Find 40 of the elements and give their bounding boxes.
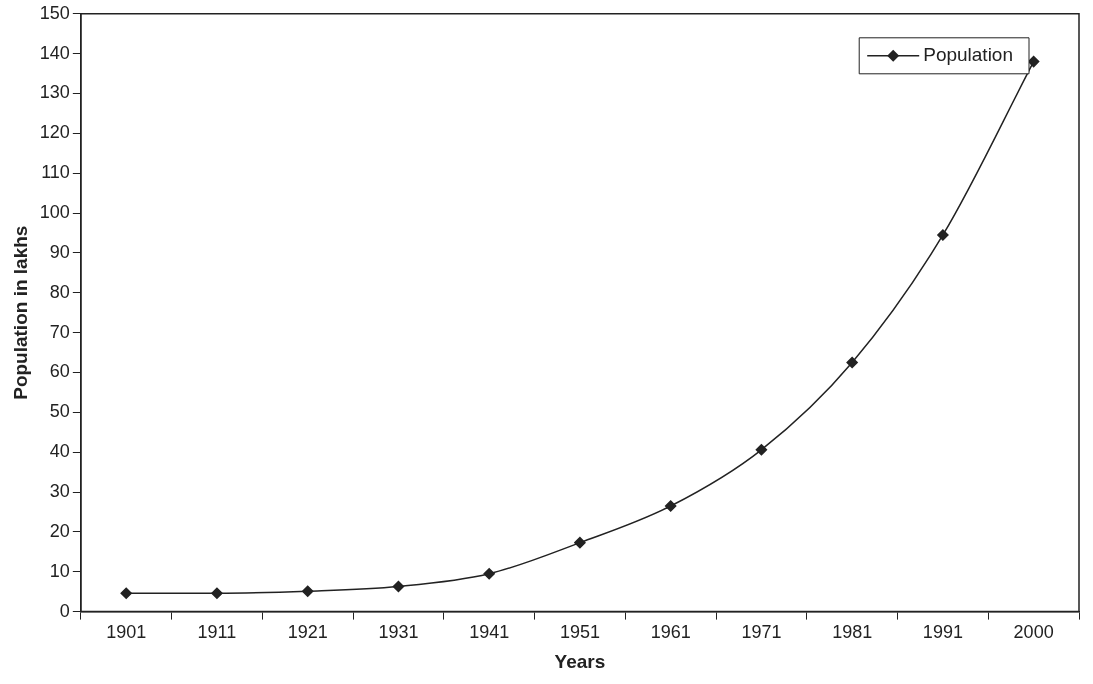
point — [664, 500, 677, 512]
y-tick-label: 120 — [39, 122, 70, 143]
y-tick-label: 40 — [49, 441, 70, 462]
point — [846, 356, 858, 369]
y-tick-label: 60 — [49, 361, 70, 382]
y-tick-label: 100 — [39, 202, 70, 223]
point — [392, 580, 405, 593]
x-tick-label: 1941 — [469, 622, 510, 643]
x-tick-label: 1931 — [378, 622, 419, 643]
y-tick-label: 150 — [39, 2, 70, 23]
x-tick-label: 1981 — [832, 622, 873, 643]
x-tick-label: 1991 — [922, 622, 963, 643]
y-tick-label: 20 — [49, 520, 70, 541]
y-axis-title: Population in lakhs — [9, 225, 31, 400]
y-tick-label: 90 — [49, 241, 70, 262]
point — [937, 229, 949, 241]
x-tick-label: 1921 — [287, 622, 328, 643]
point — [301, 585, 314, 598]
x-axis-title: Years — [554, 650, 606, 672]
y-tick-label: 10 — [49, 560, 70, 581]
y-tick-label: 80 — [49, 281, 70, 302]
point — [483, 567, 495, 580]
x-tick-label: 1951 — [559, 622, 600, 643]
y-tick-label: 110 — [41, 162, 70, 183]
point — [211, 587, 223, 600]
y-tick-label: 70 — [49, 321, 70, 342]
y-tick-label: 0 — [59, 600, 70, 621]
x-tick-label: 1901 — [106, 622, 147, 643]
x-tick-label: 1911 — [197, 622, 237, 643]
y-tick-label: 50 — [49, 401, 70, 422]
point — [755, 444, 768, 456]
point — [574, 536, 586, 549]
y-tick-label: 30 — [49, 481, 70, 502]
y-tick-label: 130 — [39, 82, 70, 103]
legend-label: Population — [923, 44, 1013, 66]
y-tick-label: 140 — [39, 42, 70, 63]
point — [120, 587, 132, 600]
x-tick-label: 2000 — [1013, 622, 1054, 643]
x-tick-label: 1971 — [741, 622, 782, 643]
x-tick-label: 1961 — [650, 622, 691, 643]
